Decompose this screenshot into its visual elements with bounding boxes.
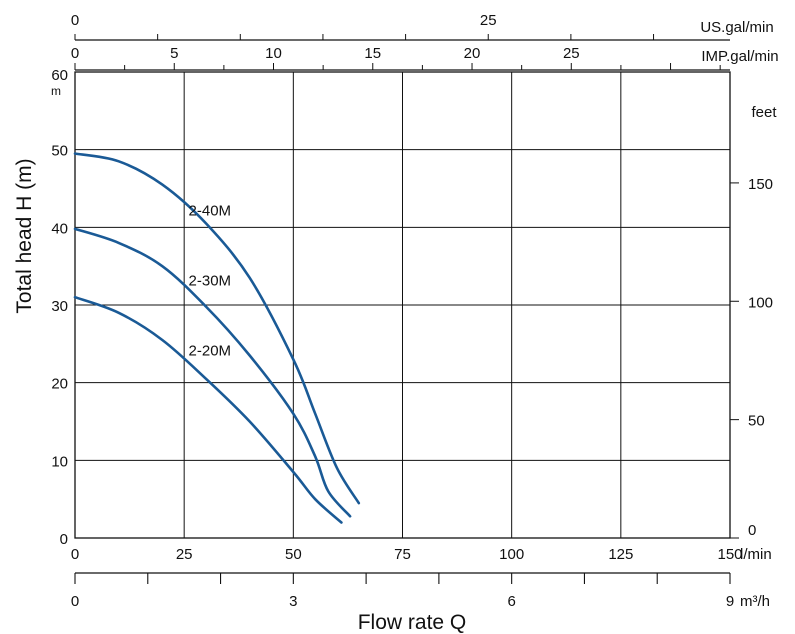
right-axis: 0 50 100 150 feet — [730, 104, 777, 539]
x-tick-label-lpm: 125 — [608, 546, 633, 563]
x-tick-label-impgal: 5 — [170, 45, 178, 62]
x-tick-label-lpm: 150 — [717, 546, 742, 563]
x-unit-m3h: m³/h — [740, 593, 770, 610]
top-axes: 0 25 US.gal/min 0 5 10 15 20 25 IMP.gal/min — [71, 12, 779, 70]
y-tick-label-m: 20 — [51, 376, 68, 393]
x-tick-label-lpm: 100 — [499, 546, 524, 563]
x-tick-label-m3h: 9 — [726, 593, 734, 610]
y-unit-feet: feet — [751, 104, 777, 121]
x-unit-impgal: IMP.gal/min — [701, 48, 778, 65]
x-tick-label-lpm: 0 — [71, 546, 79, 563]
y-tick-label-m: 10 — [51, 453, 68, 470]
y-tick-label-m: 0 — [60, 531, 68, 548]
y-tick-label-m: 60 — [51, 67, 68, 84]
x-tick-label-usgal: 0 — [71, 12, 79, 29]
y-tick-label-m: 50 — [51, 143, 68, 160]
x-tick-label-lpm: 75 — [394, 546, 411, 563]
left-axis: 0 10 20 30 40 50 60m — [51, 67, 68, 548]
x-tick-label-lpm: 50 — [285, 546, 302, 563]
x-tick-label-impgal: 10 — [265, 45, 282, 62]
curve-label-2-40m: 2-40M — [189, 203, 232, 220]
curves: 2-40M 2-30M 2-20M — [75, 154, 359, 523]
y-tick-label-m: 30 — [51, 298, 68, 315]
x-tick-label-impgal: 20 — [464, 45, 481, 62]
y-tick-label-feet: 50 — [748, 413, 765, 430]
curve-label-2-30m: 2-30M — [189, 273, 232, 290]
y-tick-label-feet: 150 — [748, 176, 773, 193]
x-tick-label-m3h: 3 — [289, 593, 297, 610]
chart-grid — [75, 72, 730, 538]
y-tick-label-m: 40 — [51, 220, 68, 237]
x-tick-label-impgal: 0 — [71, 45, 79, 62]
y-axis-title: Total head H (m) — [13, 158, 36, 313]
curve-2-20m — [75, 297, 341, 522]
x-axis-title: Flow rate Q — [358, 611, 467, 634]
x-tick-label-impgal: 15 — [364, 45, 381, 62]
y-tick-label-feet: 100 — [748, 294, 773, 311]
y-tick-label-feet: 0 — [748, 522, 756, 539]
x-tick-label-lpm: 25 — [176, 546, 193, 563]
x-tick-label-impgal: 25 — [563, 45, 580, 62]
y-unit-m: m — [51, 84, 61, 98]
curve-label-2-20m: 2-20M — [189, 342, 232, 359]
x-unit-usgal: US.gal/min — [700, 19, 773, 36]
x-tick-label-m3h: 6 — [507, 593, 515, 610]
x-tick-label-m3h: 0 — [71, 593, 79, 610]
x-tick-label-usgal: 25 — [480, 12, 497, 29]
x-unit-lpm: l/min — [740, 546, 772, 563]
